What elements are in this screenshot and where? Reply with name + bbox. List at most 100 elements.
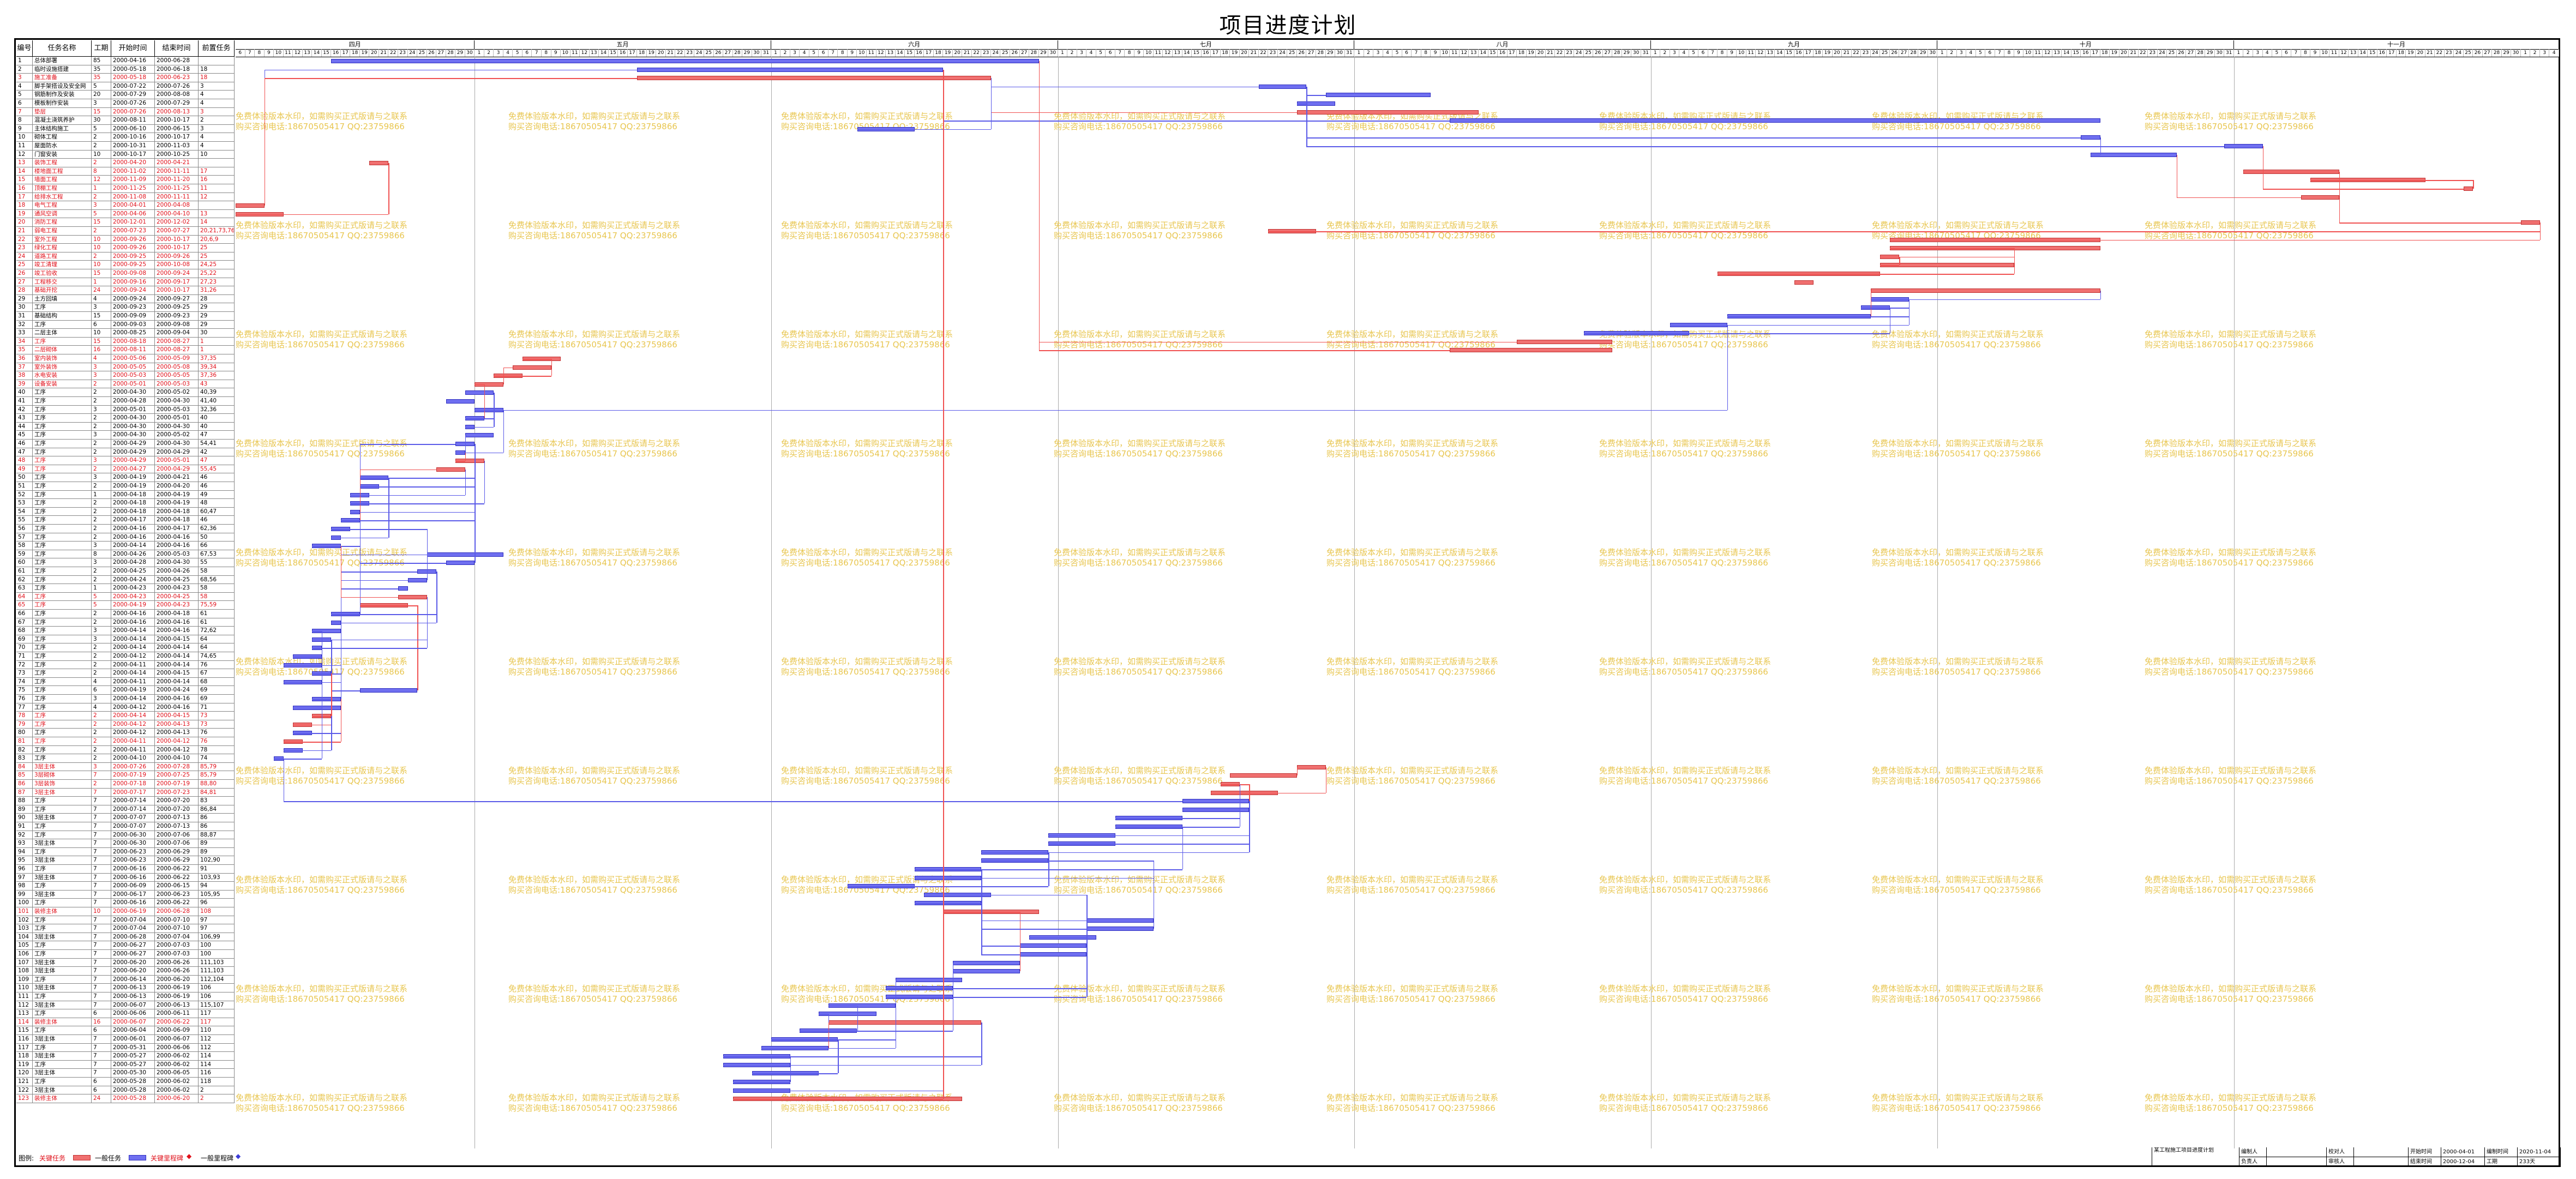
table-row[interactable]: 76 工序 3 2000-04-14 2000-04-16 69: [16, 695, 235, 703]
critical-task-bar[interactable]: [2520, 220, 2540, 225]
table-row[interactable]: 62 工序 2 2000-04-24 2000-04-25 68,56: [16, 575, 235, 585]
critical-task-bar[interactable]: [1230, 773, 1297, 778]
table-row[interactable]: 12 门窗安装 10 2000-10-17 2000-10-25 10: [16, 150, 235, 159]
table-row[interactable]: 50 工序 3 2000-04-19 2000-04-21 46: [16, 473, 235, 482]
table-row[interactable]: 80 工序 2 2000-04-12 2000-04-13 76: [16, 729, 235, 737]
critical-task-bar[interactable]: [1296, 765, 1326, 769]
table-row[interactable]: 65 工序 5 2000-04-19 2000-04-23 75,59: [16, 601, 235, 610]
critical-task-bar[interactable]: [398, 594, 427, 599]
critical-task-bar[interactable]: [1517, 339, 1613, 344]
table-row[interactable]: 112 3层主体 7 2000-06-07 2000-06-13 115,107: [16, 1001, 235, 1010]
table-row[interactable]: 53 工序 2 2000-04-18 2000-04-19 48: [16, 499, 235, 508]
critical-task-bar[interactable]: [236, 203, 265, 208]
table-row[interactable]: 94 工序 7 2000-06-23 2000-06-29 89: [16, 847, 235, 857]
table-row[interactable]: 52 工序 1 2000-04-18 2000-04-19 49: [16, 490, 235, 500]
table-row[interactable]: 27 工程移交 1 2000-09-16 2000-09-17 27,23: [16, 278, 235, 287]
critical-task-bar[interactable]: [828, 1020, 982, 1025]
table-row[interactable]: 33 二层主体 10 2000-08-25 2000-09-04 30: [16, 329, 235, 338]
critical-task-bar[interactable]: [1450, 348, 1613, 353]
table-row[interactable]: 82 工序 2 2000-04-11 2000-04-12 78: [16, 745, 235, 755]
table-row[interactable]: 3 施工准备 35 2000-05-18 2000-06-23 18: [16, 74, 235, 82]
task-bar[interactable]: [1086, 918, 1154, 923]
table-row[interactable]: 87 3层主体 7 2000-07-17 2000-07-23 84,81: [16, 788, 235, 797]
table-row[interactable]: 16 顶棚工程 1 2000-11-25 2000-11-25 11: [16, 184, 235, 193]
table-row[interactable]: 120 3层主体 7 2000-05-30 2000-06-05 116: [16, 1069, 235, 1078]
task-bar[interactable]: [465, 390, 494, 395]
table-row[interactable]: 108 3层主体 7 2000-06-20 2000-06-26 111,103: [16, 967, 235, 976]
table-row[interactable]: 48 工序 3 2000-04-29 2000-05-01 47: [16, 456, 235, 465]
table-row[interactable]: 54 工序 2 2000-04-18 2000-04-18 60,47: [16, 507, 235, 516]
table-row[interactable]: 15 墙面工程 12 2000-11-09 2000-11-20 16: [16, 176, 235, 184]
task-bar[interactable]: [1019, 952, 1087, 957]
table-row[interactable]: 37 室外装饰 3 2000-05-05 2000-05-08 39,34: [16, 363, 235, 372]
table-row[interactable]: 88 工序 7 2000-07-14 2000-07-20 83: [16, 797, 235, 805]
table-row[interactable]: 69 工序 3 2000-04-14 2000-04-15 64: [16, 635, 235, 644]
table-row[interactable]: 22 室外工程 10 2000-09-26 2000-10-17 20,6,9: [16, 235, 235, 244]
table-row[interactable]: 30 工序 3 2000-09-23 2000-09-25 29: [16, 303, 235, 312]
table-row[interactable]: 93 3层主体 7 2000-06-30 2000-07-06 89: [16, 839, 235, 848]
table-row[interactable]: 5 钢筋制作及安装 20 2000-07-29 2000-08-08 4: [16, 91, 235, 99]
table-row[interactable]: 85 3层砌体 7 2000-07-19 2000-07-25 85,79: [16, 771, 235, 780]
table-row[interactable]: 92 工序 7 2000-06-30 2000-07-06 88,87: [16, 831, 235, 840]
table-row[interactable]: 10 砌体工程 2 2000-10-16 2000-10-17 4: [16, 133, 235, 142]
table-row[interactable]: 60 工序 3 2000-04-28 2000-04-30 55: [16, 558, 235, 567]
task-bar[interactable]: [1325, 93, 1431, 98]
table-row[interactable]: 2 临时设施搭建 35 2000-05-18 2000-06-18 18: [16, 65, 235, 74]
table-row[interactable]: 9 主体结构施工 5 2000-06-10 2000-06-15 3: [16, 124, 235, 134]
table-row[interactable]: 28 基础开挖 24 2000-09-24 2000-10-17 31,26: [16, 286, 235, 295]
task-bar[interactable]: [1450, 118, 2100, 123]
table-row[interactable]: 11 屋面防水 2 2000-10-31 2000-11-03 4: [16, 142, 235, 151]
task-bar[interactable]: [359, 688, 418, 693]
task-bar[interactable]: [446, 399, 475, 404]
critical-task-bar[interactable]: [2301, 195, 2339, 200]
table-row[interactable]: 57 工序 2 2000-04-16 2000-04-16 50: [16, 533, 235, 542]
table-row[interactable]: 90 3层主体 7 2000-07-07 2000-07-13 86: [16, 814, 235, 822]
table-row[interactable]: 19 通风空调 5 2000-04-06 2000-04-10 13: [16, 209, 235, 219]
task-bar[interactable]: [2081, 135, 2100, 140]
table-row[interactable]: 20 消防工程 15 2000-12-01 2000-12-02 14: [16, 218, 235, 227]
task-bar[interactable]: [465, 433, 494, 438]
table-row[interactable]: 78 工序 2 2000-04-14 2000-04-15 73: [16, 712, 235, 720]
table-row[interactable]: 71 工序 2 2000-04-12 2000-04-14 74,65: [16, 652, 235, 661]
table-row[interactable]: 105 工序 7 2000-06-27 2000-07-03 100: [16, 941, 235, 950]
critical-task-bar[interactable]: [1870, 288, 2100, 293]
critical-task-bar[interactable]: [2463, 187, 2473, 191]
table-row[interactable]: 25 竣工清理 10 2000-09-25 2000-10-08 24,25: [16, 261, 235, 269]
critical-task-bar[interactable]: [369, 161, 389, 166]
table-row[interactable]: 123 装修主体 24 2000-05-28 2000-06-20 2: [16, 1094, 235, 1103]
task-bar[interactable]: [637, 67, 944, 72]
table-row[interactable]: 86 3层装饰 2 2000-07-18 2000-07-19 88,80: [16, 780, 235, 789]
table-row[interactable]: 58 工序 3 2000-04-14 2000-04-16 66: [16, 542, 235, 550]
critical-task-bar[interactable]: [513, 365, 551, 370]
table-row[interactable]: 81 工序 2 2000-04-11 2000-04-12 76: [16, 737, 235, 746]
table-row[interactable]: 40 工序 2 2000-04-30 2000-05-02 40,39: [16, 388, 235, 397]
table-row[interactable]: 35 二层砌体 16 2000-08-11 2000-08-27 1: [16, 346, 235, 354]
table-row[interactable]: 56 工序 2 2000-04-16 2000-04-17 62,36: [16, 525, 235, 533]
table-row[interactable]: 72 工序 2 2000-04-11 2000-04-14 76: [16, 660, 235, 670]
task-bar[interactable]: [417, 569, 437, 574]
critical-task-bar[interactable]: [1880, 263, 2014, 268]
table-row[interactable]: 115 工序 6 2000-06-04 2000-06-09 110: [16, 1026, 235, 1035]
table-row[interactable]: 119 工序 7 2000-05-27 2000-06-02 114: [16, 1060, 235, 1069]
table-row[interactable]: 101 装修主体 10 2000-06-19 2000-06-28 108: [16, 907, 235, 916]
table-row[interactable]: 47 工序 2 2000-04-29 2000-04-29 42: [16, 448, 235, 457]
table-row[interactable]: 103 工序 7 2000-07-04 2000-07-10 97: [16, 924, 235, 933]
table-row[interactable]: 31 基础结构 15 2000-09-09 2000-09-23 29: [16, 312, 235, 321]
table-row[interactable]: 104 3层主体 7 2000-06-28 2000-07-04 106,99: [16, 933, 235, 942]
table-row[interactable]: 102 工序 7 2000-07-04 2000-07-10 97: [16, 916, 235, 925]
table-row[interactable]: 34 工序 15 2000-08-18 2000-08-27 1: [16, 337, 235, 346]
table-row[interactable]: 17 给排水工程 2 2000-11-08 2000-11-11 12: [16, 193, 235, 202]
table-row[interactable]: 24 道路工程 2 2000-09-25 2000-09-26 25: [16, 252, 235, 261]
table-row[interactable]: 43 工序 2 2000-04-30 2000-05-01 40: [16, 414, 235, 423]
table-row[interactable]: 73 工序 2 2000-04-14 2000-04-15 67: [16, 669, 235, 678]
table-row[interactable]: 107 3层主体 7 2000-06-20 2000-06-26 111,103: [16, 958, 235, 967]
table-row[interactable]: 84 3层主体 3 2000-07-26 2000-07-28 85,79: [16, 762, 235, 772]
task-bar[interactable]: [427, 552, 503, 557]
table-row[interactable]: 7 垫层 15 2000-07-26 2000-08-13 3: [16, 107, 235, 117]
table-row[interactable]: 100 工序 7 2000-06-16 2000-06-22 96: [16, 899, 235, 907]
table-row[interactable]: 61 工序 2 2000-04-25 2000-04-26 58: [16, 567, 235, 576]
table-row[interactable]: 118 3层主体 7 2000-05-27 2000-06-02 114: [16, 1052, 235, 1061]
critical-task-bar[interactable]: [637, 76, 991, 81]
table-row[interactable]: 114 装修主体 16 2000-06-07 2000-06-22 117: [16, 1018, 235, 1027]
